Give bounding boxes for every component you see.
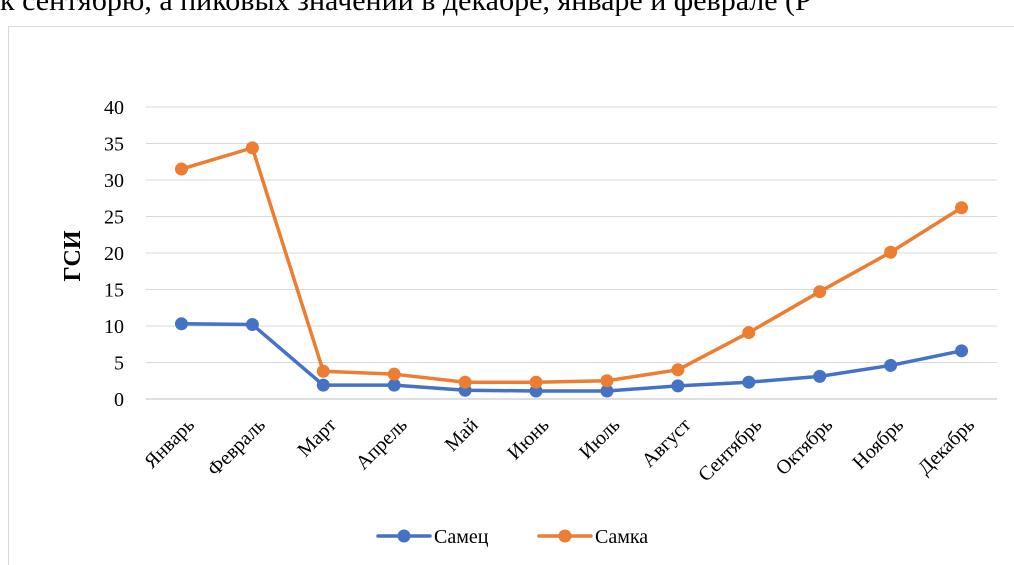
y-axis-title: ГСИ: [60, 230, 86, 281]
x-axis-ticks: Январь Февраль Март Апрель Май Июнь Июль Август…: [140, 414, 979, 486]
series-line: [179, 322, 964, 393]
x-tick-label: Июль: [575, 414, 624, 463]
data-point: [245, 318, 259, 332]
data-point: [387, 367, 401, 381]
data-point: [955, 344, 969, 358]
y-tick-label: 15: [104, 280, 124, 302]
data-point: [458, 375, 472, 389]
data-point: [742, 375, 756, 389]
y-tick-label: 20: [104, 243, 124, 265]
data-point: [174, 317, 188, 331]
x-tick-label: Март: [293, 414, 341, 462]
x-tick-label: Январь: [140, 414, 199, 473]
x-tick-label: Октябрь: [772, 414, 838, 480]
y-tick-label: 0: [114, 389, 124, 411]
data-point: [316, 364, 330, 378]
data-point: [600, 374, 614, 388]
y-tick-label: 10: [104, 316, 124, 338]
y-tick-label: 30: [104, 170, 124, 192]
x-tick-label: Август: [638, 414, 696, 472]
data-point: [884, 245, 898, 259]
data-point: [174, 162, 188, 176]
data-point: [600, 384, 614, 398]
x-tick-label: Май: [441, 414, 483, 456]
y-tick-label: 5: [114, 353, 124, 375]
legend-marker: [397, 529, 411, 543]
legend-marker: [558, 529, 572, 543]
y-axis-ticks: 0 5 10 15 20 25 30 35 40: [104, 97, 124, 411]
legend-item: Самка: [537, 526, 648, 548]
x-tick-label: Сентябрь: [694, 414, 766, 486]
series-2: [174, 141, 969, 389]
data-point: [671, 379, 685, 393]
series-lines: [174, 141, 969, 398]
data-point: [884, 358, 898, 372]
data-point: [529, 375, 543, 389]
x-tick-label: Февраль: [203, 414, 270, 481]
data-point: [316, 378, 330, 392]
y-tick-label: 35: [104, 134, 124, 156]
legend-label: Самка: [595, 526, 648, 548]
data-point: [955, 201, 969, 215]
top-text-fragment: к сентябрю, а пиковых значений в декабре…: [0, 0, 1014, 16]
y-tick-label: 40: [104, 97, 124, 119]
y-tick-label: 25: [104, 207, 124, 229]
legend: Самец Самка: [376, 526, 648, 548]
data-point: [742, 326, 756, 340]
data-point: [671, 363, 685, 377]
x-tick-label: Апрель: [352, 414, 412, 474]
data-point: [245, 141, 259, 155]
legend-label: Самец: [434, 526, 489, 548]
legend-item: Самец: [376, 526, 489, 548]
chart-area: [8, 26, 1014, 565]
series-line: [179, 146, 964, 384]
x-tick-label: Декабрь: [914, 414, 979, 479]
data-point: [387, 378, 401, 392]
x-tick-label: Ноябрь: [848, 414, 908, 474]
x-tick-label: Июнь: [503, 414, 553, 464]
series-1: [174, 317, 969, 398]
data-point: [813, 369, 827, 383]
data-point: [813, 285, 827, 299]
gridlines: [146, 106, 997, 400]
